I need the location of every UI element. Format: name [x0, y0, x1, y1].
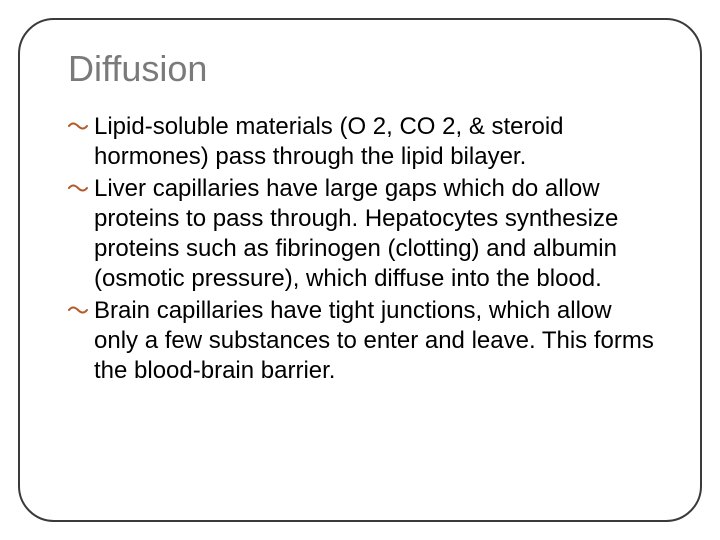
bullet-list: Lipid-soluble materials (O 2, CO 2, & st…: [68, 112, 660, 386]
bullet-text: Lipid-soluble materials (O 2, CO 2, & st…: [94, 113, 564, 170]
bullet-icon: [68, 181, 88, 195]
slide-title: Diffusion: [68, 48, 660, 90]
bullet-text: Liver capillaries have large gaps which …: [94, 175, 618, 292]
slide-frame: Diffusion Lipid-soluble materials (O 2, …: [18, 18, 702, 522]
list-item: Brain capillaries have tight junctions, …: [68, 296, 660, 386]
bullet-icon: [68, 119, 88, 133]
list-item: Lipid-soluble materials (O 2, CO 2, & st…: [68, 112, 660, 172]
bullet-icon: [68, 303, 88, 317]
bullet-text: Brain capillaries have tight junctions, …: [94, 297, 654, 384]
list-item: Liver capillaries have large gaps which …: [68, 174, 660, 294]
